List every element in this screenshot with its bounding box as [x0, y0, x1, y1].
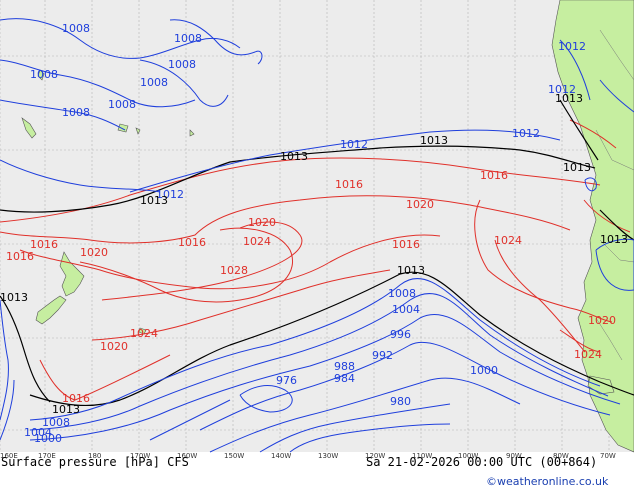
isobar-label: 976 — [276, 374, 297, 387]
longitude-label: 150W — [224, 452, 244, 460]
isobar-label: 1020 — [100, 340, 128, 353]
vanuatu — [37, 69, 45, 81]
isobar-label: 1013 — [555, 92, 583, 105]
isobar-label: 1024 — [130, 327, 158, 340]
isobar-label: 1016 — [6, 250, 34, 263]
isobar-label: 1004 — [24, 426, 52, 439]
isobar-label: 1008 — [42, 416, 70, 429]
isobar-label: 1008 — [140, 76, 168, 89]
isobar-label: 980 — [390, 395, 411, 408]
isobar-label: 1008 — [30, 68, 58, 81]
isobar-label: 1000 — [34, 432, 62, 445]
isobar-label: 1020 — [80, 246, 108, 259]
longitude-label: 160E — [0, 452, 18, 460]
isobar-label: 1008 — [62, 22, 90, 35]
land-masses — [21, 0, 634, 453]
longitude-label: 170E — [38, 452, 56, 460]
isobar-label: 1016 — [30, 238, 58, 251]
isobar-label: 1016 — [62, 392, 90, 405]
isobar-label: 1024 — [574, 348, 602, 361]
isobar-label: 1008 — [108, 98, 136, 111]
longitude-label: 70W — [600, 452, 616, 460]
isobar-label: 1016 — [392, 238, 420, 251]
valid-time: Sa 21-02-2026 00:00 UTC (00+864) — [366, 455, 597, 469]
longitude-label: 180 — [88, 452, 101, 460]
map-title: Surface pressure [hPa] CFS — [1, 455, 189, 469]
low-pressure-isobars — [0, 18, 634, 453]
isobar-label: 1028 — [220, 264, 248, 277]
isobar-label: 1008 — [174, 32, 202, 45]
map-background — [0, 0, 634, 452]
isobar-label: 1020 — [248, 216, 276, 229]
isobar-label: 984 — [334, 372, 355, 385]
longitude-label: 130W — [318, 452, 338, 460]
new-caledonia — [21, 117, 37, 139]
longitude-label: 120W — [365, 452, 385, 460]
isobar-label: 1013 — [280, 150, 308, 163]
isobar-label: 1012 — [558, 40, 586, 53]
isobar-label: 1024 — [494, 234, 522, 247]
new-zealand-south-island — [35, 295, 67, 325]
isobar-label: 996 — [390, 328, 411, 341]
south-america-landmass — [551, 0, 634, 453]
longitude-label: 100W — [458, 452, 478, 460]
isobar-label: 1016 — [178, 236, 206, 249]
isobar-label: 1013 — [0, 291, 28, 304]
isobar-label: 1004 — [392, 303, 420, 316]
land-borders — [595, 29, 634, 361]
isobar-label: 1020 — [406, 198, 434, 211]
isobar-label: 1008 — [62, 106, 90, 119]
neutral-isobars — [0, 99, 634, 407]
isobar-label: 1012 — [340, 138, 368, 151]
longitude-label: 160W — [177, 452, 197, 460]
longitude-label: 170W — [130, 452, 150, 460]
isobar-label: 1013 — [140, 194, 168, 207]
isobar-label: 1016 — [480, 169, 508, 182]
isobar-label: 992 — [372, 349, 393, 362]
isobar-label: 988 — [334, 360, 355, 373]
new-zealand-north-island — [59, 251, 85, 297]
longitude-label: 140W — [271, 452, 291, 460]
isobar-label: 1020 — [588, 314, 616, 327]
longitude-label: 90W — [506, 452, 522, 460]
high-pressure-isobars — [0, 119, 631, 401]
isobar-label: 1024 — [243, 235, 271, 248]
longitude-axis: 160E 170E 180 170W 160W 150W 140W 130W 1… — [0, 452, 616, 460]
isobar-labels: 1008 1008 1008 1008 1008 1008 1008 1012 … — [0, 22, 628, 445]
isobar-label: 1013 — [600, 233, 628, 246]
isobar-label: 1012 — [512, 127, 540, 140]
fiji-islands — [117, 123, 141, 135]
longitude-label: 110W — [412, 452, 432, 460]
isobar-label: 1013 — [52, 403, 80, 416]
isobar-label: 1013 — [563, 161, 591, 174]
isobar-label: 1008 — [168, 58, 196, 71]
isobar-label: 1000 — [470, 364, 498, 377]
tonga — [189, 129, 195, 137]
isobar-label: 1012 — [156, 188, 184, 201]
isobar-label: 1008 — [388, 287, 416, 300]
longitude-label: 80W — [553, 452, 569, 460]
tierra-del-fuego — [587, 375, 615, 395]
isobar-label: 1016 — [335, 178, 363, 191]
credit-link[interactable]: ©weatheronline.co.uk — [486, 475, 609, 488]
isobar-label: 1012 — [548, 83, 576, 96]
isobar-label: 1013 — [420, 134, 448, 147]
isobar-label: 1013 — [397, 264, 425, 277]
